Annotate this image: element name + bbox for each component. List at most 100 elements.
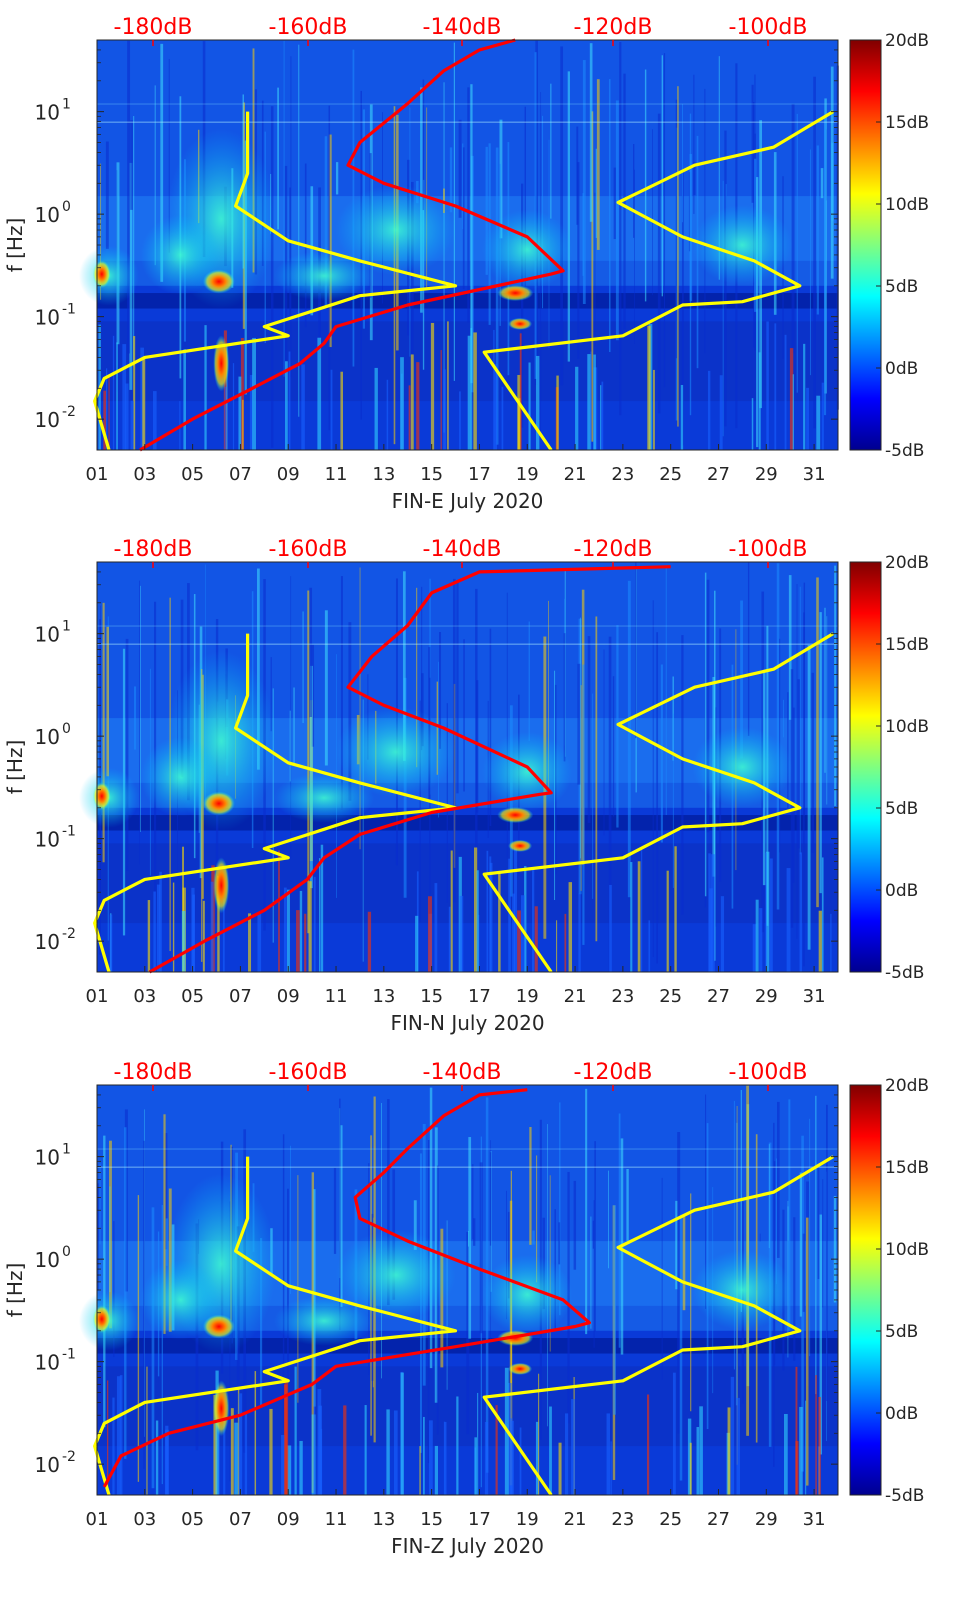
texture-streak <box>776 1158 777 1285</box>
texture-streak <box>705 1094 707 1309</box>
texture-streak <box>787 1206 789 1241</box>
x-tick-label: 31 <box>803 1509 826 1530</box>
texture-streak <box>563 633 566 762</box>
texture-streak <box>567 71 570 362</box>
texture-streak <box>689 1442 692 1495</box>
texture-streak <box>549 1406 552 1495</box>
texture-streak <box>470 328 473 450</box>
texture-streak <box>506 1190 507 1320</box>
texture-streak <box>285 361 288 450</box>
texture-streak <box>204 325 207 450</box>
texture-streak <box>816 145 819 315</box>
texture-streak <box>805 1400 807 1495</box>
texture-streak <box>210 881 214 972</box>
texture-streak <box>415 915 419 972</box>
texture-streak <box>501 386 504 450</box>
texture-streak <box>535 1421 539 1495</box>
texture-streak <box>577 663 581 785</box>
texture-streak <box>608 1170 609 1269</box>
texture-streak <box>589 43 593 222</box>
texture-streak <box>766 321 769 450</box>
texture-streak <box>163 1114 166 1334</box>
texture-streak <box>824 607 826 773</box>
y-tick-exponent: 0 <box>62 199 71 215</box>
texture-streak <box>796 113 798 393</box>
texture-streak <box>707 370 711 450</box>
texture-streak <box>495 1405 498 1495</box>
texture-streak <box>489 1152 492 1246</box>
texture-streak <box>153 891 156 972</box>
texture-streak <box>689 153 693 302</box>
texture-streak <box>661 55 663 297</box>
texture-streak <box>803 582 806 816</box>
texture-streak <box>740 600 743 759</box>
texture-streak <box>571 1399 576 1495</box>
texture-streak <box>821 382 824 450</box>
texture-streak <box>139 580 140 865</box>
texture-streak <box>708 853 711 972</box>
texture-streak <box>630 862 633 972</box>
y-tick-exponent: 0 <box>62 721 71 737</box>
texture-streak <box>140 347 144 450</box>
texture-streak <box>155 1420 159 1495</box>
texture-streak <box>623 73 626 330</box>
texture-streak <box>386 379 389 450</box>
texture-streak <box>307 590 310 934</box>
texture-streak <box>257 913 262 972</box>
texture-streak <box>514 846 518 972</box>
texture-streak <box>489 628 492 826</box>
x-tick-label: 29 <box>755 1509 778 1530</box>
texture-streak <box>450 850 453 972</box>
texture-streak <box>635 562 637 739</box>
x-tick-label: 29 <box>755 464 778 485</box>
texture-streak <box>756 177 759 448</box>
x-tick-label: 09 <box>277 986 300 1007</box>
texture-streak <box>452 578 456 903</box>
y-tick-exponent: -2 <box>62 1449 76 1465</box>
texture-streak <box>324 136 328 307</box>
texture-blob <box>335 185 456 276</box>
texture-streak <box>444 1421 447 1495</box>
texture-streak <box>467 87 470 323</box>
colorbar <box>849 39 882 451</box>
texture-streak <box>529 1127 532 1245</box>
texture-band <box>97 321 838 402</box>
x-tick-label: 07 <box>229 1509 252 1530</box>
texture-streak <box>681 169 684 446</box>
y-tick-label: 10 <box>35 101 60 125</box>
texture-streak <box>103 390 107 450</box>
texture-streak <box>805 1217 809 1486</box>
texture-streak <box>215 1370 219 1495</box>
texture-streak <box>181 911 186 972</box>
texture-blob <box>274 772 375 823</box>
x-axis-label: FIN-N July 2020 <box>390 1011 544 1035</box>
texture-streak <box>283 40 285 377</box>
colorbar-tick-label: 20dB <box>885 31 929 51</box>
texture-blob <box>482 209 573 290</box>
texture-streak <box>310 186 314 316</box>
texture-streak <box>791 103 795 354</box>
texture-streak <box>234 1422 239 1495</box>
colorbar <box>849 1084 882 1496</box>
hotspot <box>202 269 235 294</box>
texture-streak <box>596 79 600 250</box>
texture-streak <box>830 66 834 279</box>
texture-streak <box>759 1233 761 1242</box>
texture-streak <box>559 1102 561 1316</box>
texture-streak <box>593 354 596 450</box>
texture-streak <box>459 391 461 450</box>
texture-streak <box>226 346 228 450</box>
texture-streak <box>709 888 713 972</box>
texture-streak <box>320 844 324 972</box>
hotspot <box>92 1305 111 1334</box>
texture-streak <box>809 1118 811 1357</box>
texture-streak <box>594 192 596 347</box>
texture-streak <box>473 332 477 450</box>
texture-streak <box>422 79 425 211</box>
texture-streak <box>510 1420 514 1495</box>
y-tick-label: 10 <box>35 1351 60 1375</box>
texture-streak <box>468 1137 472 1339</box>
texture-streak <box>816 395 821 450</box>
top-tick-label: -120dB <box>574 537 653 562</box>
texture-streak <box>112 335 115 450</box>
